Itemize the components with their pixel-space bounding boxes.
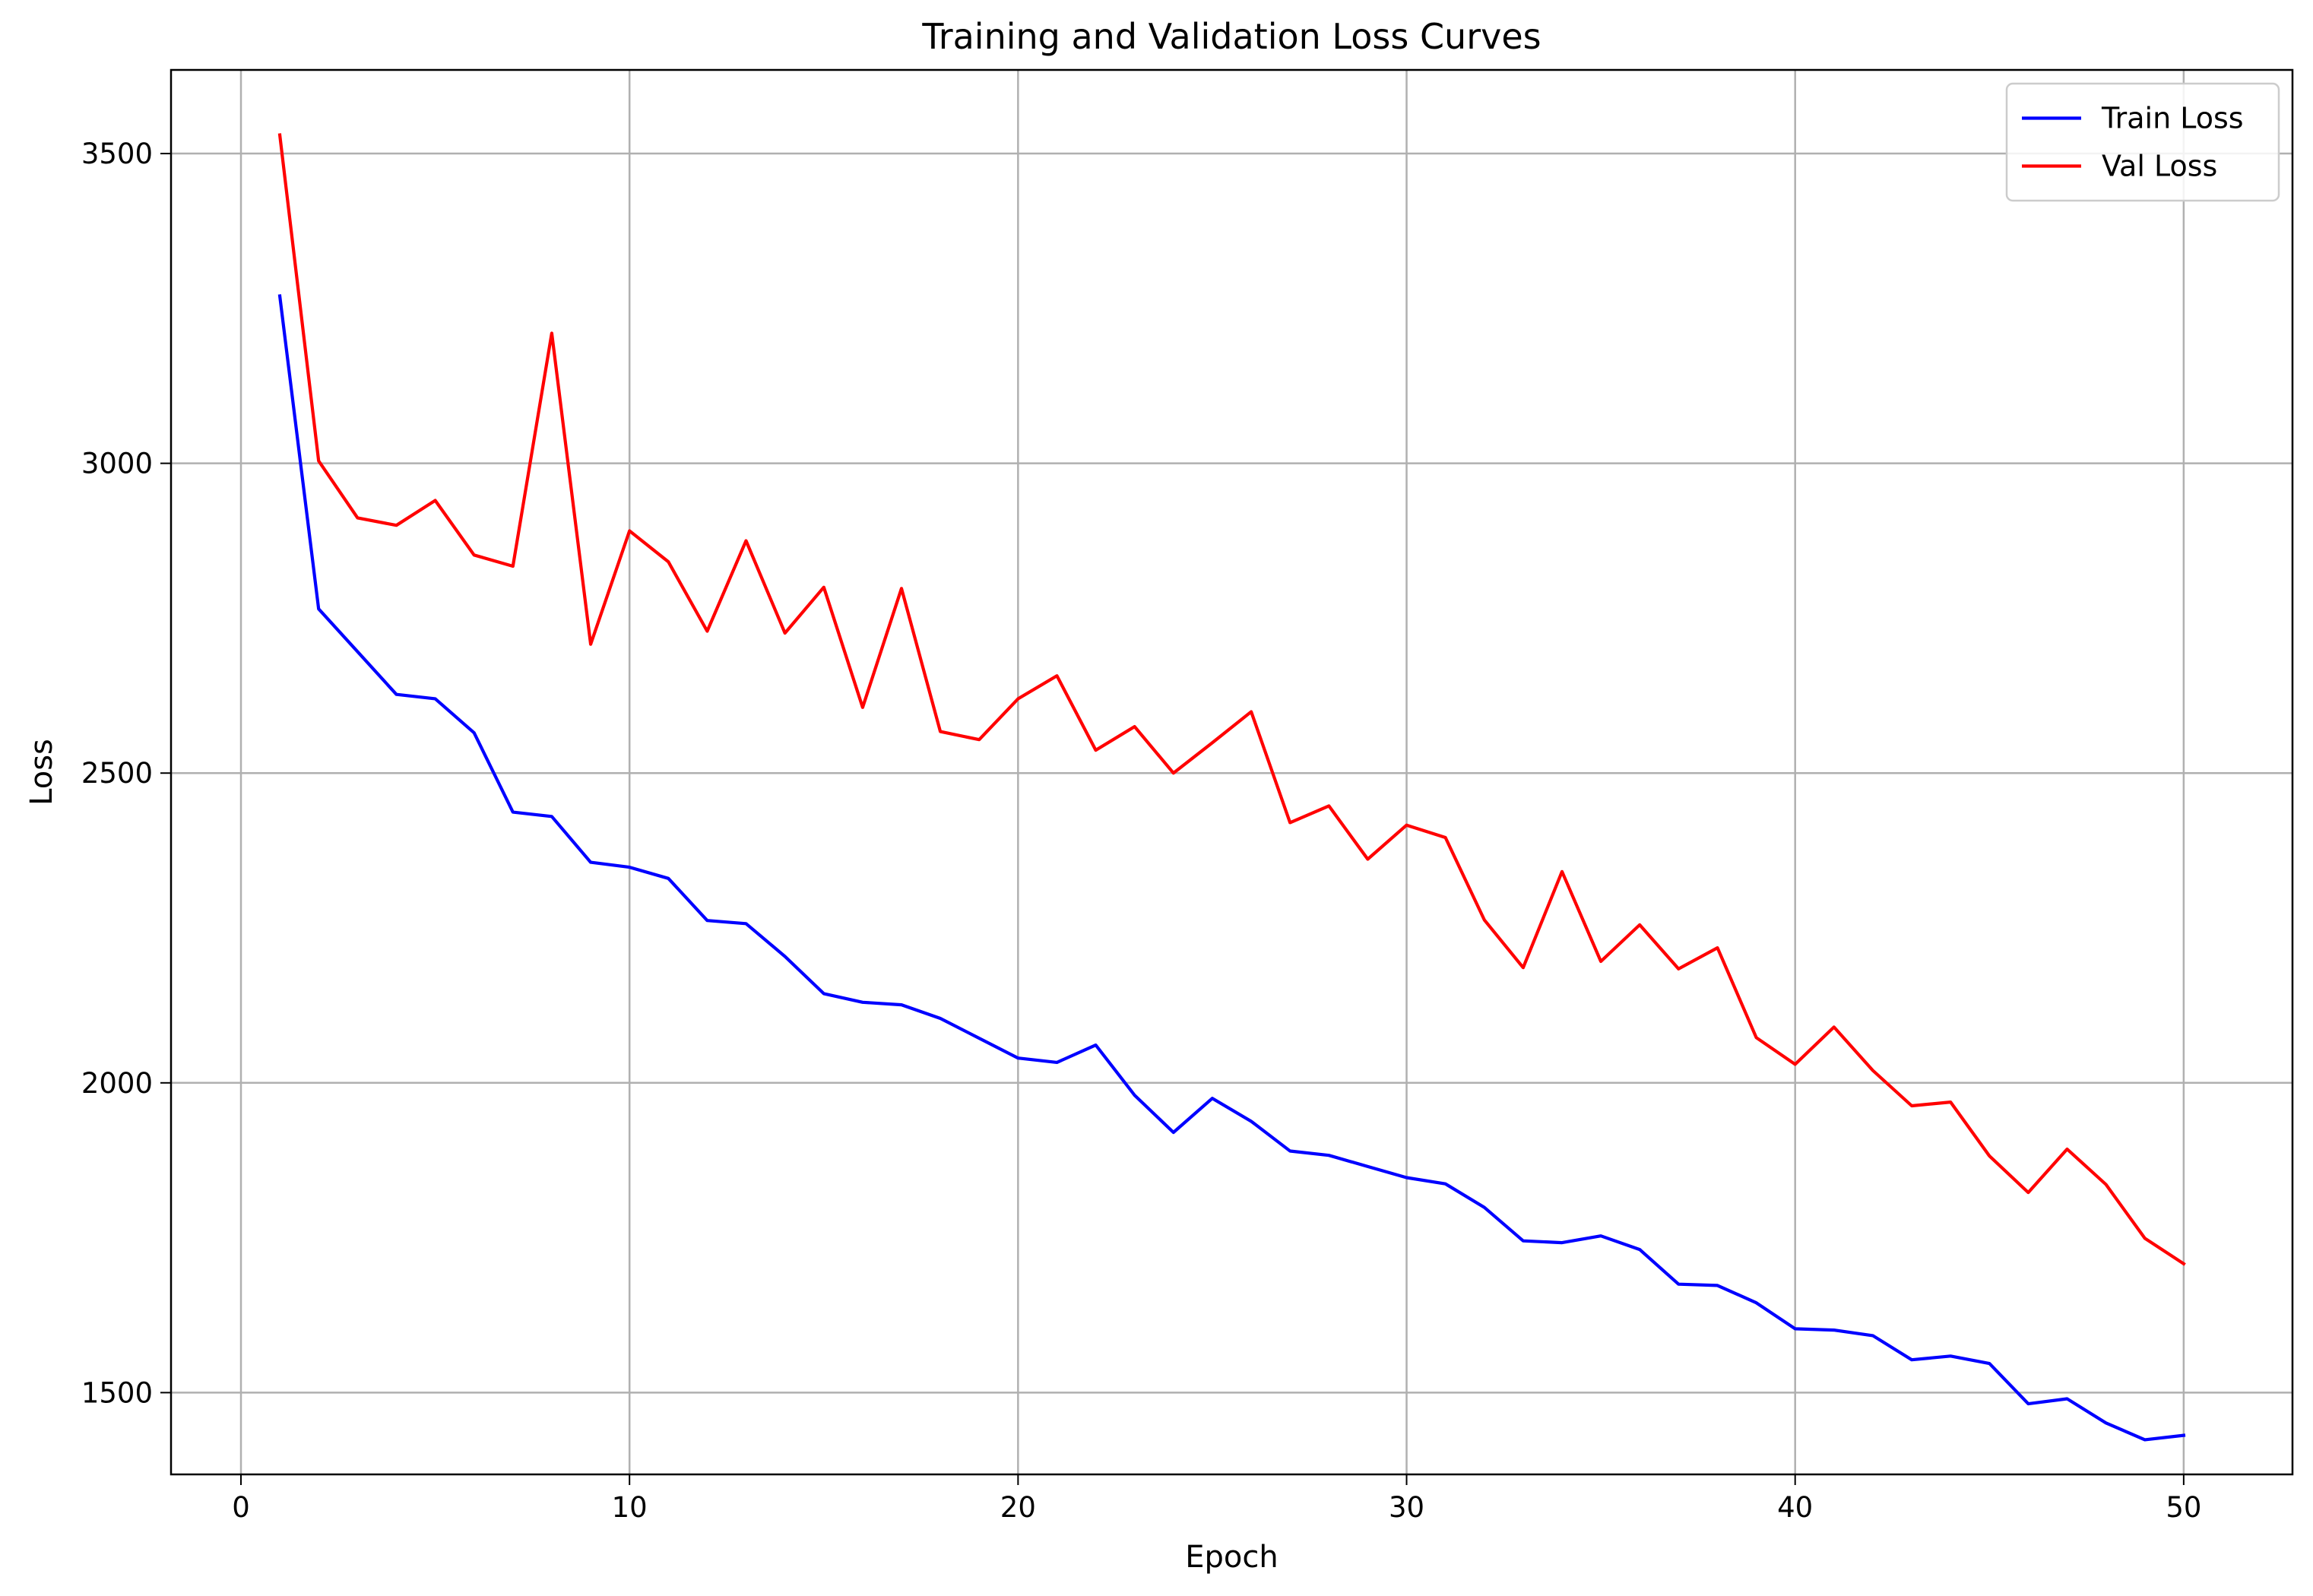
y-tick-label: 1500 xyxy=(81,1376,153,1409)
y-tick-label: 2000 xyxy=(81,1067,153,1100)
y-tick-label: 2500 xyxy=(81,757,153,790)
x-tick-label: 30 xyxy=(1389,1491,1424,1524)
x-axis-title: Epoch xyxy=(1185,1540,1278,1575)
x-tick-label: 0 xyxy=(232,1491,250,1524)
x-tick-label: 10 xyxy=(612,1491,648,1524)
y-axis-title: Loss xyxy=(24,739,59,806)
x-tick-label: 40 xyxy=(1777,1491,1813,1524)
val-loss-legend-label: Val Loss xyxy=(2102,150,2217,183)
y-tick-label: 3500 xyxy=(81,138,153,170)
x-tick-label: 20 xyxy=(1000,1491,1036,1524)
x-tick-label: 50 xyxy=(2166,1491,2201,1524)
legend: Train Loss Val Loss xyxy=(2007,84,2279,201)
chart-title: Training and Validation Loss Curves xyxy=(921,16,1541,57)
train-loss-legend-label: Train Loss xyxy=(2101,102,2244,135)
y-tick-label: 3000 xyxy=(81,448,153,480)
